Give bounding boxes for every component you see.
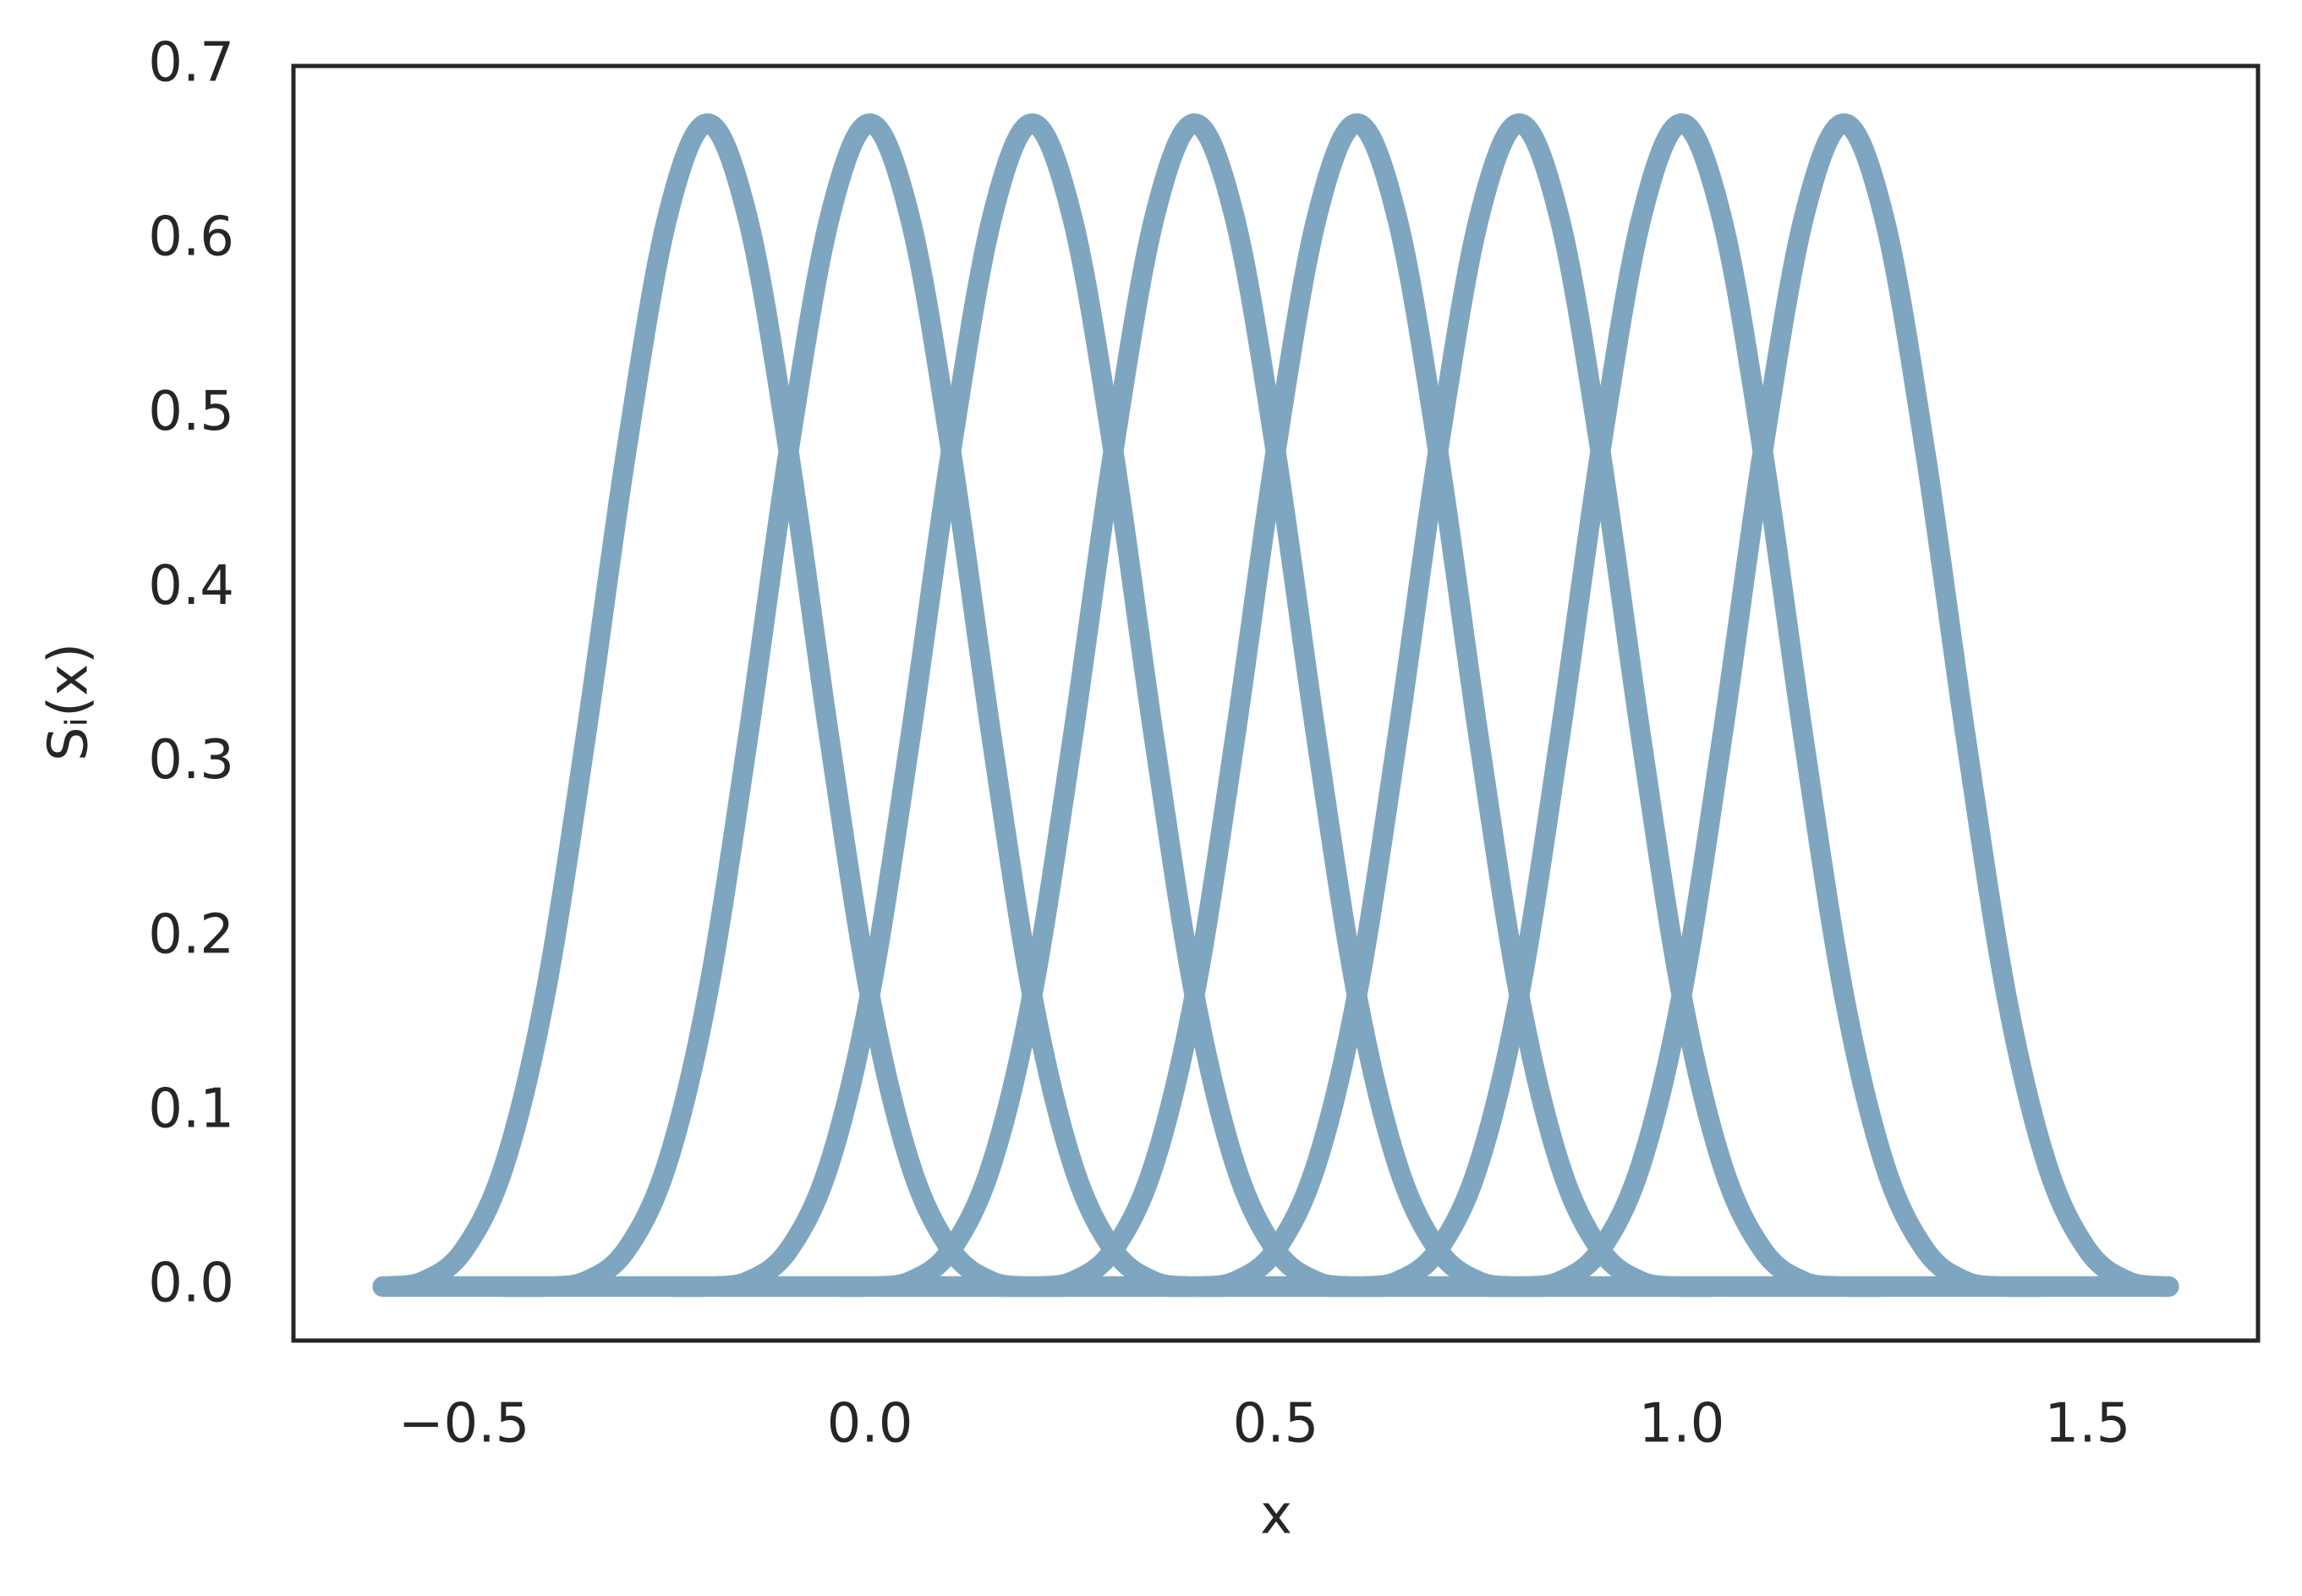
y-tick-label: 0.1 xyxy=(148,1078,234,1141)
y-axis-label: Sᵢ(x) xyxy=(38,643,101,761)
y-tick-label: 0.5 xyxy=(148,381,234,443)
line xyxy=(372,113,2179,1297)
y-tick-label: 0.6 xyxy=(148,206,234,269)
y-tick-label: 0.4 xyxy=(148,555,234,617)
y-tick-label: 0.0 xyxy=(148,1253,234,1315)
x-tick-label: 0.0 xyxy=(827,1393,913,1456)
x-tick-label: −0.5 xyxy=(398,1393,529,1456)
y-tick-label: 0.7 xyxy=(148,32,234,95)
y-tick-label: 0.3 xyxy=(148,729,234,792)
plot-frame xyxy=(291,63,2261,1343)
y-tick-label: 0.2 xyxy=(148,903,234,966)
x-tick-label: 1.0 xyxy=(1639,1393,1725,1456)
x-tick-label: 1.5 xyxy=(2045,1393,2131,1456)
x-tick-label: 0.5 xyxy=(1233,1393,1319,1456)
x-axis-label: x xyxy=(1260,1484,1292,1547)
